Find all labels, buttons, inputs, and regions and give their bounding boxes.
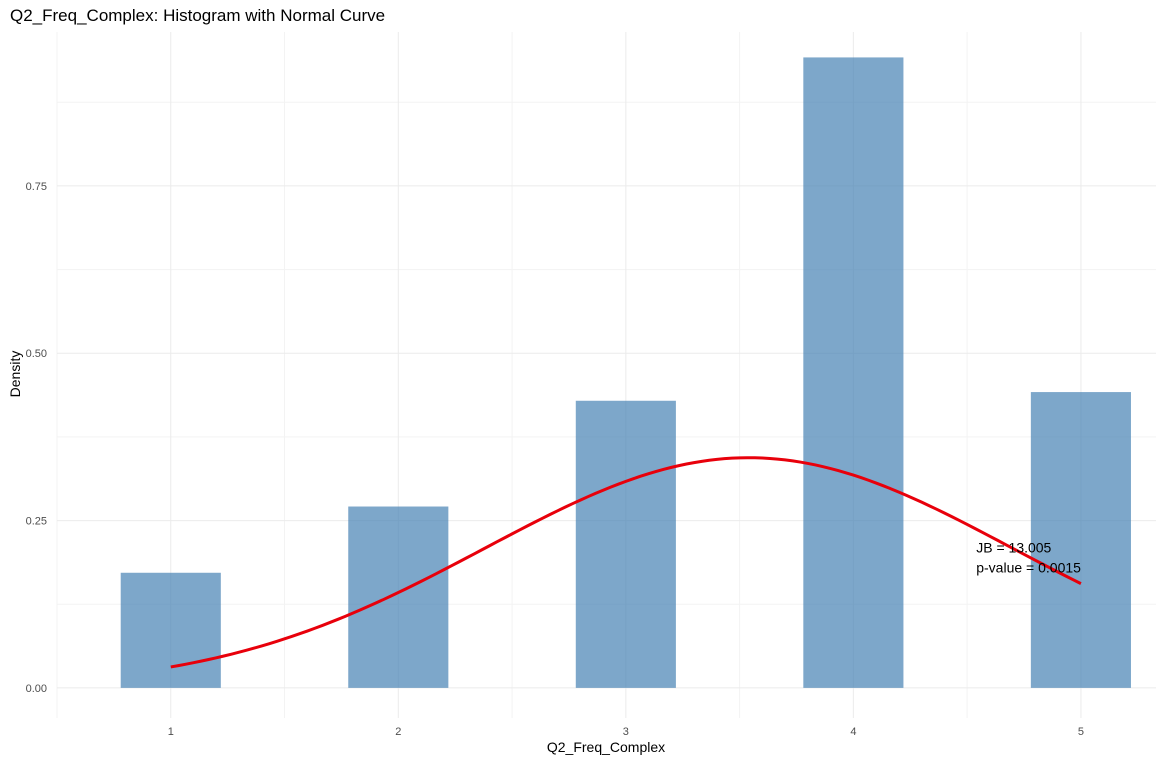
- x-tick-label: 1: [168, 726, 174, 738]
- y-tick-label: 0.25: [26, 516, 47, 528]
- x-tick-label: 5: [1078, 726, 1084, 738]
- x-axis-label: Q2_Freq_Complex: [547, 739, 665, 755]
- chart-title: Q2_Freq_Complex: Histogram with Normal C…: [10, 6, 385, 25]
- bars: [120, 57, 1131, 688]
- bar-1: [120, 572, 221, 688]
- bar-3: [575, 400, 676, 688]
- normal-curve: [170, 456, 1082, 669]
- x-tick-label: 4: [850, 726, 856, 738]
- y-tick-label: 0.75: [26, 181, 47, 193]
- y-tick-label: 0.00: [26, 683, 47, 695]
- y-axis-label: Density: [7, 351, 23, 398]
- jb-annotation: JB = 13.005: [976, 539, 1051, 555]
- bar-5: [1030, 392, 1131, 688]
- p-value-annotation: p-value = 0.0015: [976, 559, 1081, 575]
- x-axis-ticks: 1 2 3 4 5: [168, 726, 1084, 738]
- y-tick-label: 0.50: [26, 348, 47, 360]
- bar-4: [803, 57, 904, 688]
- x-tick-label: 2: [395, 726, 401, 738]
- x-tick-label: 3: [623, 726, 629, 738]
- y-axis-ticks: 0.00 0.25 0.50 0.75: [26, 181, 47, 695]
- bar-2: [348, 506, 449, 688]
